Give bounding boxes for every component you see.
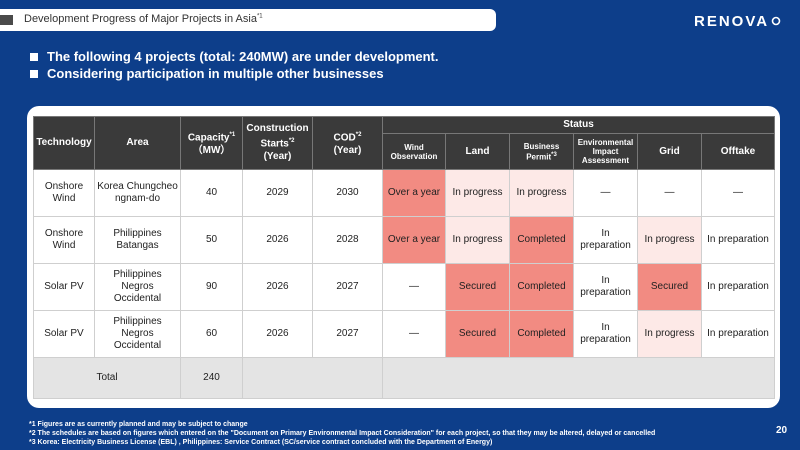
- bullet-square-icon: [30, 69, 38, 78]
- cell-area: Philippines Negros Occidental: [94, 263, 181, 311]
- cell-capacity: 40: [180, 169, 243, 217]
- cell-wind-observation: —: [382, 263, 446, 311]
- cell-grid: In progress: [637, 216, 702, 264]
- title-accent: [0, 15, 13, 25]
- header-cod: COD*2 (Year): [312, 116, 383, 170]
- cell-technology: Onshore Wind: [33, 169, 95, 217]
- cell-offtake: In preparation: [700, 216, 776, 264]
- cell-environmental-impact-assessment: In preparation: [573, 216, 638, 264]
- page-title: Development Progress of Major Projects i…: [24, 13, 263, 25]
- cell-capacity: 60: [180, 310, 243, 358]
- header-business-permit: Business Permit*3: [509, 133, 574, 170]
- header-offtake: Offtake: [700, 133, 776, 170]
- cell-land: In progress: [445, 169, 510, 217]
- cell-cod: 2027: [312, 310, 383, 358]
- cell-environmental-impact-assessment: —: [573, 169, 638, 217]
- projects-table: Technology Area Capacity*1 （MW） Construct…: [33, 116, 776, 399]
- header-wind-observation: Wind Observation: [382, 133, 446, 170]
- total-capacity: 240: [180, 357, 243, 399]
- cell-area: Philippines Negros Occidental: [94, 310, 181, 358]
- cell-business-permit: Completed: [509, 216, 574, 264]
- total-status-empty: [381, 357, 776, 399]
- bullet-square-icon: [30, 52, 38, 61]
- cell-wind-observation: Over a year: [382, 169, 446, 217]
- cell-capacity: 90: [180, 263, 243, 311]
- header-environmental-impact-assessment: Environmental Impact Assessment: [573, 133, 638, 170]
- cell-land: Secured: [445, 310, 510, 358]
- header-status: Status: [381, 116, 776, 134]
- header-land: Land: [445, 133, 510, 170]
- table-row: Solar PV Philippines Negros Occidental 9…: [33, 263, 776, 311]
- header-technology: Technology: [33, 116, 95, 170]
- footnote: *2 The schedules are based on figures wh…: [29, 430, 656, 437]
- cell-business-permit: Completed: [509, 310, 574, 358]
- cell-construction-starts: 2026: [242, 310, 313, 358]
- table-header-row: Technology Area Capacity*1 （MW） Construct…: [33, 116, 776, 170]
- table-row: Onshore Wind Philippines Batangas 50 202…: [33, 216, 776, 264]
- table-subheader-row: Wind Observation Land Business Permit*3 En…: [34, 133, 776, 170]
- cell-construction-starts: 2029: [242, 169, 313, 217]
- header-grid: Grid: [637, 133, 702, 170]
- cell-grid: —: [637, 169, 702, 217]
- cell-grid: In progress: [637, 310, 702, 358]
- renova-logo: RENOVA: [694, 10, 784, 32]
- cell-cod: 2028: [312, 216, 383, 264]
- footnote: *3 Korea: Electricity Business License (…: [29, 439, 493, 446]
- cell-environmental-impact-assessment: In preparation: [573, 310, 638, 358]
- cell-area: Korea Chungcheongnam-do: [94, 169, 181, 217]
- cell-wind-observation: Over a year: [382, 216, 446, 264]
- logo-text: RENOVA: [694, 12, 770, 30]
- total-row: Total 240: [33, 357, 776, 399]
- title-bar: Development Progress of Major Projects i…: [0, 9, 496, 31]
- footnotes: *1 Figures are as currently planned and …: [29, 420, 655, 447]
- header-area: Area: [94, 116, 181, 170]
- total-label: Total: [33, 357, 181, 399]
- bullet-text: The following 4 projects (total: 240MW) …: [47, 49, 439, 64]
- header-construction-starts: Construction Starts*2 (Year): [242, 116, 313, 170]
- cell-technology: Solar PV: [33, 263, 95, 311]
- cell-cod: 2030: [312, 169, 383, 217]
- cell-business-permit: In progress: [509, 169, 574, 217]
- cell-land: Secured: [445, 263, 510, 311]
- cell-offtake: In preparation: [700, 263, 776, 311]
- total-empty: [242, 357, 383, 399]
- cell-technology: Solar PV: [33, 310, 95, 358]
- page-number: 20: [776, 425, 788, 436]
- cell-area: Philippines Batangas: [94, 216, 181, 264]
- cell-offtake: In preparation: [700, 310, 776, 358]
- bullet-text: Considering participation in multiple ot…: [47, 66, 384, 81]
- bullet-item: The following 4 projects (total: 240MW) …: [30, 48, 439, 65]
- cell-offtake: —: [700, 169, 776, 217]
- cell-wind-observation: —: [382, 310, 446, 358]
- header-capacity: Capacity*1 （MW）: [180, 116, 243, 170]
- cell-construction-starts: 2026: [242, 216, 313, 264]
- logo-mark-icon: [771, 16, 781, 26]
- cell-construction-starts: 2026: [242, 263, 313, 311]
- cell-cod: 2027: [312, 263, 383, 311]
- bullet-item: Considering participation in multiple ot…: [30, 65, 439, 82]
- table-row: Onshore Wind Korea Chungcheongnam-do 40 …: [33, 169, 776, 217]
- cell-technology: Onshore Wind: [33, 216, 95, 264]
- table-row: Solar PV Philippines Negros Occidental 6…: [33, 310, 776, 358]
- bullet-list: The following 4 projects (total: 240MW) …: [30, 48, 439, 82]
- footnote: *1 Figures are as currently planned and …: [29, 421, 248, 428]
- table-card: Technology Area Capacity*1 （MW） Construct…: [27, 106, 780, 408]
- title-footnote-mark: *1: [256, 13, 263, 20]
- cell-land: In progress: [445, 216, 510, 264]
- cell-business-permit: Completed: [509, 263, 574, 311]
- cell-environmental-impact-assessment: In preparation: [573, 263, 638, 311]
- cell-grid: Secured: [637, 263, 702, 311]
- cell-capacity: 50: [180, 216, 243, 264]
